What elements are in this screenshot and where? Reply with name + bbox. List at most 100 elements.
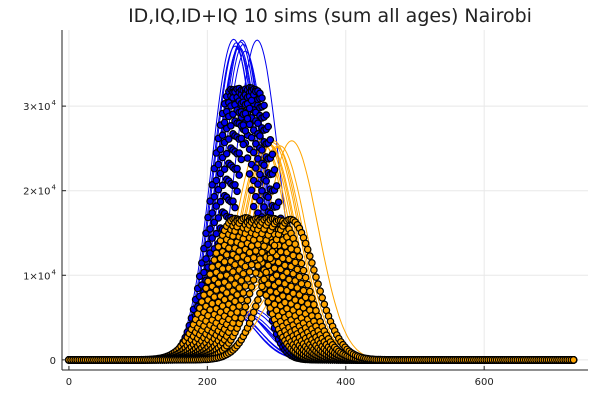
data-point [212, 286, 221, 295]
data-point [247, 186, 256, 195]
data-point [233, 187, 241, 196]
data-point [272, 271, 281, 280]
data-point [247, 260, 256, 269]
data-point [218, 181, 227, 190]
x-tick-label: 200 [198, 377, 217, 388]
data-point [268, 247, 277, 256]
data-point [245, 170, 254, 178]
data-point [254, 296, 262, 304]
data-point [204, 240, 212, 249]
data-point [239, 289, 248, 297]
data-point [252, 269, 260, 277]
data-point [212, 202, 221, 210]
data-point [254, 180, 262, 189]
data-point [256, 132, 264, 140]
data-point [310, 300, 318, 309]
series-markers [65, 215, 578, 364]
data-point [245, 104, 254, 113]
data-point [243, 275, 252, 283]
data-point [320, 300, 329, 309]
data-point [249, 253, 258, 262]
data-point [283, 268, 291, 277]
data-point [245, 289, 254, 298]
data-point [243, 296, 252, 305]
data-point [214, 160, 223, 169]
data-point [303, 280, 312, 289]
data-point [220, 118, 229, 127]
data-point [295, 252, 304, 261]
data-point [249, 148, 258, 157]
data-point [256, 196, 264, 205]
data-point [258, 248, 266, 257]
data-point [216, 197, 225, 206]
data-point [295, 272, 304, 281]
data-point [252, 247, 260, 255]
y-tick-label: 3×104 [23, 99, 56, 113]
data-point [256, 255, 264, 263]
x-tick-label: 400 [336, 377, 355, 388]
data-point [270, 264, 279, 273]
data-point [264, 261, 273, 270]
y-tick-label: 1×104 [23, 268, 56, 282]
data-point [210, 192, 219, 201]
y-tick-label: 2×104 [23, 184, 56, 198]
data-point [266, 136, 275, 144]
data-point [225, 244, 233, 253]
data-point [206, 197, 214, 206]
data-point [293, 265, 302, 274]
data-point [285, 275, 293, 284]
data-point [252, 302, 260, 311]
data-point [260, 275, 268, 284]
data-point [231, 181, 239, 189]
data-point [301, 273, 310, 282]
data-point [301, 293, 310, 302]
data-point [237, 155, 246, 164]
x-tick-label: 0 [66, 377, 72, 388]
data-point [212, 176, 221, 185]
data-point [314, 280, 322, 288]
data-point [222, 251, 231, 259]
data-point [308, 294, 316, 303]
data-point [245, 267, 254, 276]
data-point [229, 197, 237, 206]
data-point [278, 254, 287, 263]
data-point [274, 278, 283, 287]
data-point [220, 257, 229, 266]
data-point [256, 289, 264, 298]
data-point [293, 246, 302, 255]
data-point [316, 287, 325, 295]
data-point [287, 282, 295, 291]
data-point [225, 135, 233, 143]
data-point [272, 182, 281, 190]
data-point [212, 229, 221, 238]
data-point [299, 286, 308, 295]
data-point [218, 265, 227, 273]
data-point [233, 308, 241, 316]
data-point [202, 255, 210, 263]
data-point [318, 293, 327, 302]
data-point [233, 164, 241, 173]
data-point [249, 276, 258, 284]
data-point [266, 254, 275, 263]
data-point [237, 134, 246, 143]
data-point [206, 225, 214, 233]
data-point [291, 240, 300, 248]
data-point [310, 266, 318, 274]
data-point [291, 258, 300, 267]
data-point [254, 261, 262, 270]
data-point [222, 149, 231, 158]
data-point [276, 285, 285, 294]
data-point [274, 198, 283, 207]
data-point [241, 302, 250, 311]
data-point [297, 259, 306, 268]
data-point [264, 122, 273, 131]
data-point [276, 247, 285, 256]
data-point [262, 268, 271, 277]
data-point [297, 279, 306, 288]
data-point [220, 165, 229, 174]
data-point [227, 122, 235, 130]
chart-title: ID,IQ,ID+IQ 10 sims (sum all ages) Nairo… [128, 5, 532, 27]
data-point [252, 164, 260, 172]
